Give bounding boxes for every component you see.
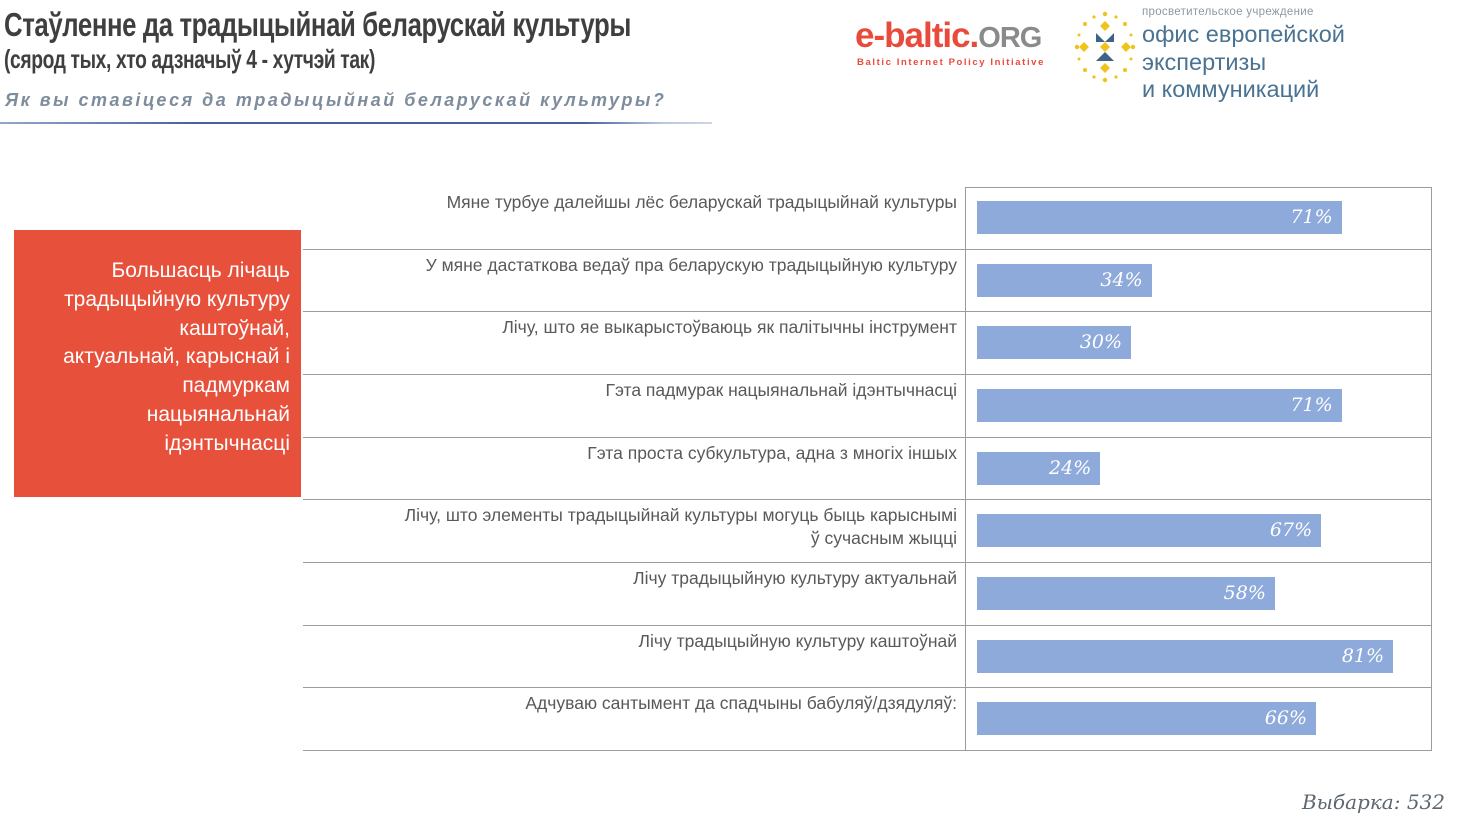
value-label: 71% <box>1290 394 1333 417</box>
bar: 67% <box>977 514 1322 548</box>
bar-cell: 58% <box>965 563 1431 625</box>
ebaltic-tld: ORG <box>978 22 1042 54</box>
bar-cell: 24% <box>965 438 1431 500</box>
key-finding-text: Большасць лічаць традыцыйную культуру ка… <box>63 259 290 455</box>
chart-row: Адчуваю сантымент да спадчыны бабуляў/дз… <box>303 688 1431 750</box>
oeec-starburst-icon <box>1072 8 1138 91</box>
ebaltic-wordmark: e-baltic.ORG <box>855 18 1045 53</box>
bar: 71% <box>977 389 1342 423</box>
oeec-caption: просветительское учреждение <box>1142 6 1314 18</box>
bar: 30% <box>977 326 1132 360</box>
ebaltic-caption: Baltic Internet Policy Initiative <box>857 57 1045 68</box>
oeec-name-line2: и коммуникаций <box>1142 76 1320 103</box>
key-finding-callout: Большасць лічаць традыцыйную культуру ка… <box>14 230 301 497</box>
category-label: Лічу традыцыйную культуру актуальнай <box>633 568 957 589</box>
oeec-logo: просветительское учреждение офис европей… <box>1142 6 1458 104</box>
value-label: 34% <box>1100 268 1143 291</box>
bar-cell: 81% <box>965 626 1431 688</box>
ebaltic-name: e-baltic. <box>855 16 979 55</box>
chart-row: Лічу традыцыйную культуру актуальнай 58% <box>303 563 1431 626</box>
oeec-name-line1: офис европейской экспертизы <box>1142 21 1345 75</box>
category-label: Гэта падмурак нацыянальнай ідэнтычнасці <box>605 380 957 401</box>
sample-size-label: Выбарка: 532 <box>1301 790 1445 814</box>
value-label: 71% <box>1290 206 1333 228</box>
category-label: Адчуваю сантымент да спадчыны бабуляў/дз… <box>525 693 957 714</box>
header-divider <box>0 122 712 124</box>
bar: 34% <box>977 263 1152 297</box>
chart-row: Гэта падмурак нацыянальнай ідэнтычнасці 7… <box>303 375 1431 438</box>
survey-question: Як вы ставіцеся да традыцыйнай беларуска… <box>5 90 667 110</box>
value-label: 67% <box>1269 519 1313 542</box>
category-label: Лічу, што элементы традыцыйнай культуры … <box>404 505 957 549</box>
chart-rows: Мяне турбуе далейшы лёс беларускай трады… <box>303 187 1431 750</box>
bar: 71% <box>977 201 1342 234</box>
axis-divider-line <box>965 187 966 750</box>
bar: 24% <box>977 451 1101 485</box>
chart-row: У мяне дастаткова ведаў пра беларускую т… <box>303 250 1431 313</box>
chart-row: Мяне турбуе далейшы лёс беларускай трады… <box>303 187 1431 250</box>
category-label: У мяне дастаткова ведаў пра беларускую т… <box>425 254 957 275</box>
plot-top-border <box>965 187 1431 188</box>
chart-row: Лічу, што яе выкарыстоўваюць як палітычн… <box>303 312 1431 376</box>
category-label: Мяне турбуе далейшы лёс беларускай трады… <box>446 192 957 212</box>
value-label: 81% <box>1341 644 1385 667</box>
bar-cell: 66% <box>965 688 1431 750</box>
page-subtitle: (сярод тых, хто адзначыў 4 - хутчэй так) <box>4 44 375 74</box>
bar-chart: Мяне турбуе далейшы лёс беларускай трады… <box>303 187 1432 751</box>
bar-cell: 71% <box>965 375 1431 437</box>
ebaltic-logo: e-baltic.ORG Baltic Internet Policy Init… <box>855 18 1045 68</box>
bar: 66% <box>977 702 1316 736</box>
bar-cell: 67% <box>965 500 1431 562</box>
bar-cell: 34% <box>965 250 1431 312</box>
bar-cell: 71% <box>965 187 1431 249</box>
value-label: 66% <box>1264 707 1307 730</box>
bar: 58% <box>977 577 1275 611</box>
page-title: Стаўленне да традыцыйнай беларускай куль… <box>4 6 631 43</box>
bar-cell: 30% <box>965 312 1431 374</box>
value-label: 24% <box>1049 456 1092 479</box>
chart-row: Лічу традыцыйную культуру каштоўнай 81% <box>303 626 1431 689</box>
category-label: Лічу традыцыйную культуру каштоўнай <box>638 630 957 651</box>
value-label: 30% <box>1079 331 1123 354</box>
chart-row: Лічу, што элементы традыцыйнай культуры … <box>303 500 1431 564</box>
value-label: 58% <box>1223 582 1266 605</box>
chart-row: Гэта проста субкультура, адна з многіх і… <box>303 438 1431 501</box>
category-label: Лічу, што яе выкарыстоўваюць як палітычн… <box>502 317 957 338</box>
bar: 81% <box>977 639 1394 673</box>
category-label: Гэта проста субкультура, адна з многіх і… <box>587 442 957 463</box>
